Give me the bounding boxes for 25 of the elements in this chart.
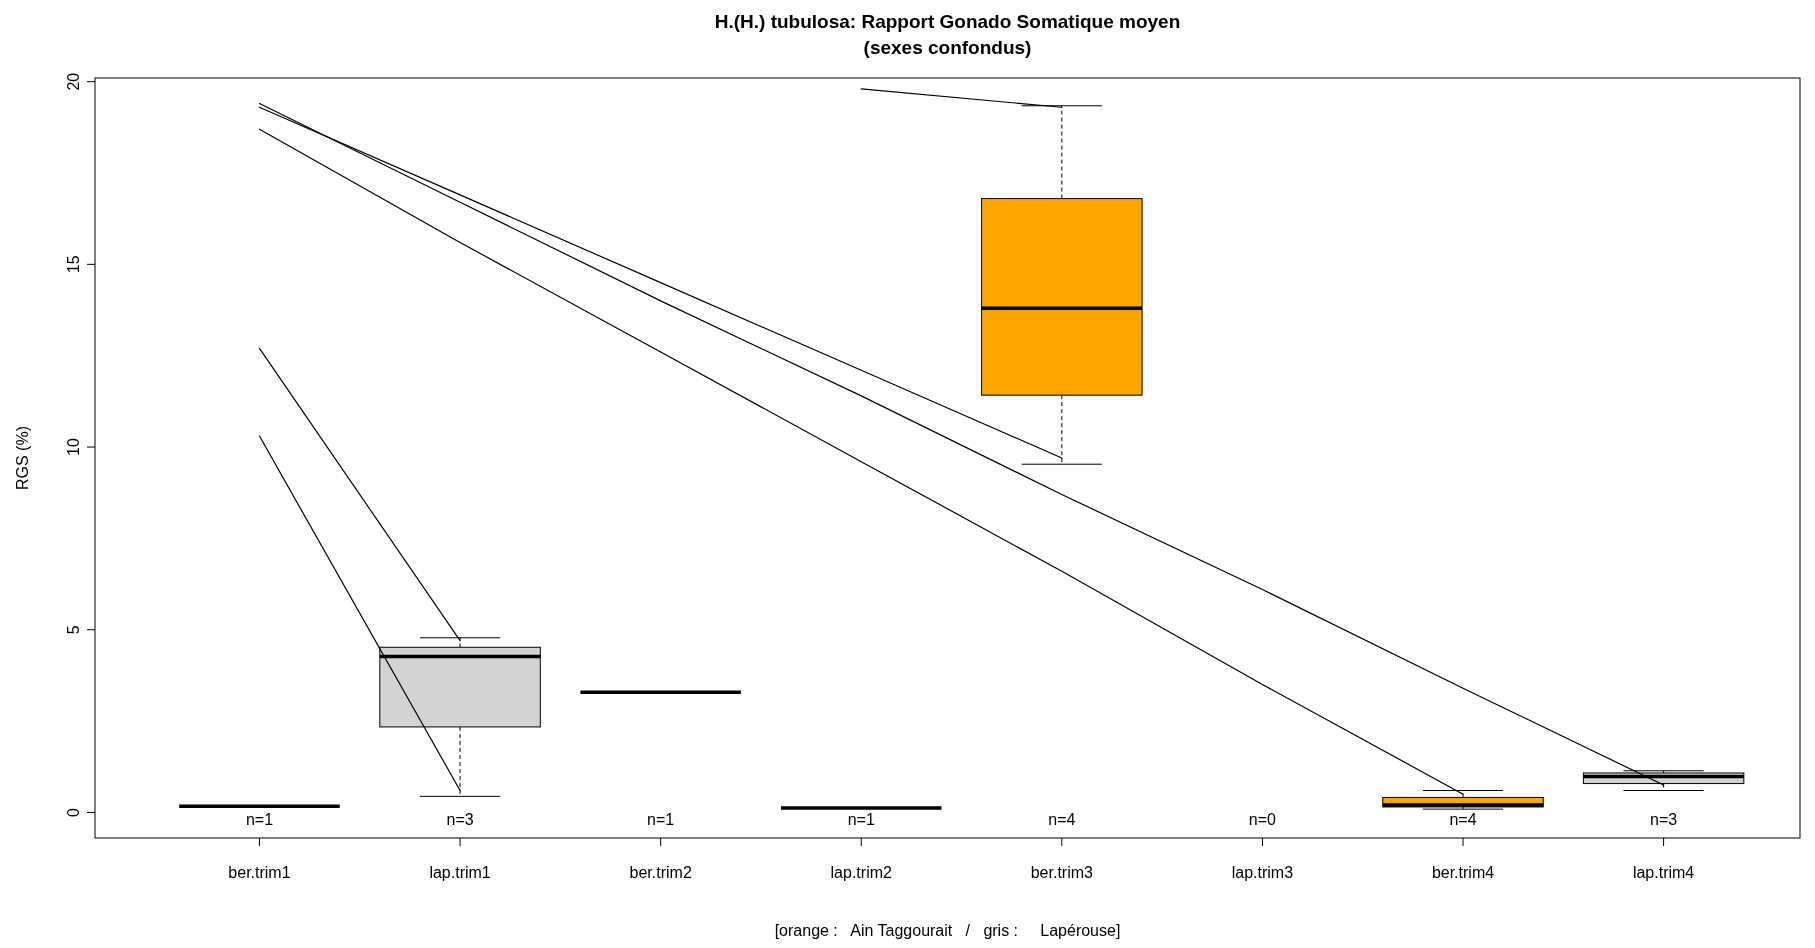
y-axis-title: RGS (%) [14, 426, 31, 490]
chart-title: H.(H.) tubulosa: Rapport Gonado Somatique moyen [714, 11, 1181, 32]
annotation: n=1 [245, 810, 274, 828]
y-tick-label: 0 [65, 807, 82, 817]
x-tick-label: lap.trim2 [830, 864, 893, 881]
x-tick-label: ber.trim3 [1030, 864, 1094, 881]
annotation: n=0 [1248, 810, 1277, 828]
annotation: n=4 [1449, 810, 1477, 828]
y-tick-label: 5 [65, 625, 82, 635]
annotation: n=3 [1650, 810, 1678, 828]
y-tick-label: 20 [65, 72, 82, 91]
text: [orange : Ain Taggourait / gris : Lapérouse] [774, 922, 1121, 939]
chart-subtitle: (sexes confondus) [863, 37, 1032, 58]
annotation: n=1 [647, 810, 675, 828]
y-tick-label: 15 [65, 255, 82, 274]
x-tick-label: lap.trim3 [1231, 864, 1294, 881]
annotation: n=3 [446, 810, 474, 828]
y-tick-label: 10 [65, 438, 82, 456]
x-tick-label: lap.trim1 [429, 864, 491, 881]
x-tick-label: ber.trim1 [228, 864, 291, 881]
x-tick-label: ber.trim2 [629, 864, 692, 881]
x-tick-label: lap.trim4 [1632, 864, 1695, 881]
x-tick-label: ber.trim4 [1431, 864, 1495, 881]
annotation: n=4 [1048, 810, 1076, 828]
annotation: n=1 [847, 810, 875, 828]
